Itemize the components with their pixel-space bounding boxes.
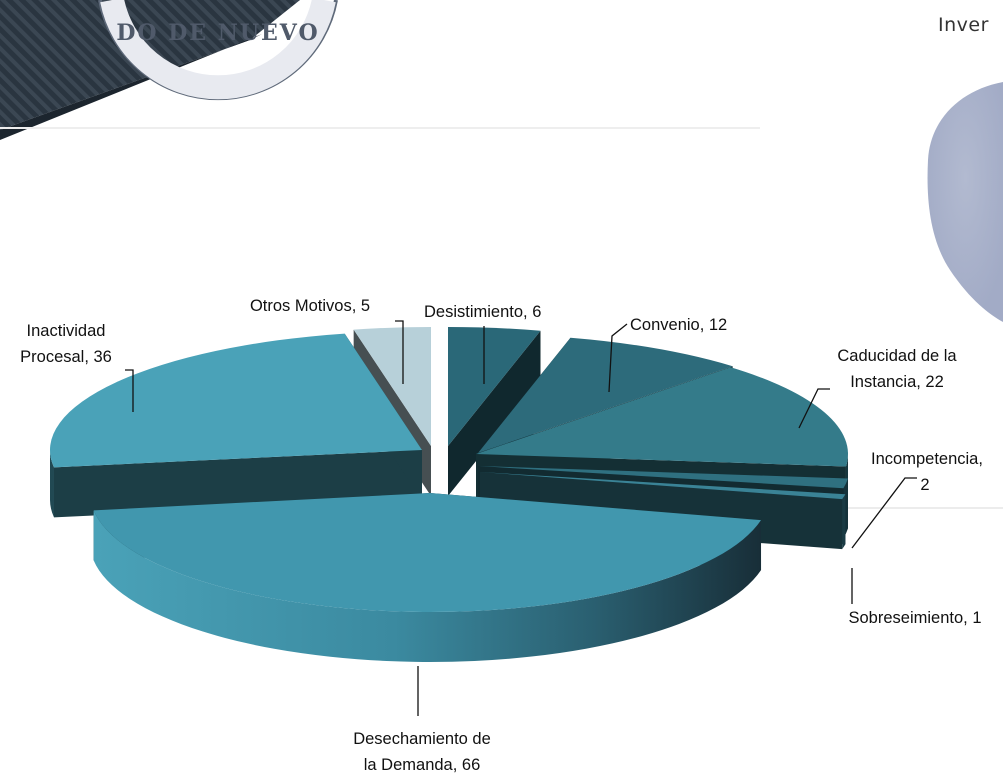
- data-label-caducidad: Caducidad de la Instancia, 22: [837, 347, 957, 391]
- slice-convenio: [478, 337, 733, 453]
- data-label-convenio: Convenio, 12: [630, 316, 727, 334]
- data-label-desechamiento-line: la Demanda, 66: [364, 756, 481, 774]
- data-label-sobreseimiento: Sobreseimiento, 1: [849, 609, 982, 627]
- data-label-incompetencia: Incompetencia, 2: [871, 450, 983, 494]
- data-label-desechamiento-line: Desechamiento de: [353, 730, 491, 748]
- slice-side-desistimiento: [448, 330, 541, 496]
- data-label-otros: Otros Motivos, 5: [250, 297, 370, 315]
- leader-convenio: [608, 323, 628, 393]
- slice-desistimiento: [448, 327, 541, 446]
- data-label-inactividad-line: Inactividad: [27, 322, 106, 340]
- seal-emblem: DO DE NUEVO: [98, 0, 338, 101]
- data-label-inactividad: Inactividad Procesal, 36: [20, 322, 112, 366]
- slice-inactividad: [50, 333, 423, 468]
- leader-caducidad: [798, 388, 830, 429]
- data-label-desechamiento: Desechamiento de la Demanda, 66: [353, 730, 491, 774]
- decorative-blob: [927, 82, 1003, 322]
- data-label-incompetencia-line: 2: [920, 476, 929, 494]
- data-label-desistimiento-line: Desistimiento, 6: [424, 303, 541, 321]
- data-label-caducidad-line: Caducidad de la: [837, 347, 957, 365]
- data-label-sobreseimiento-line: Sobreseimiento, 1: [849, 609, 982, 627]
- slice-sobreseimiento: [480, 472, 846, 500]
- data-label-incompetencia-line: Incompetencia,: [871, 450, 983, 468]
- slice-desechamiento: [93, 493, 762, 612]
- data-label-otros-line: Otros Motivos, 5: [250, 297, 370, 315]
- leader-otros: [395, 320, 404, 384]
- data-label-caducidad-line: Instancia, 22: [850, 373, 944, 391]
- data-label-convenio-line: Convenio, 12: [630, 316, 727, 334]
- seal-text: DO DE NUEVO: [116, 20, 319, 46]
- data-label-desistimiento: Desistimiento, 6: [424, 303, 541, 321]
- slice-otros: [353, 327, 431, 446]
- data-label-inactividad-line: Procesal, 36: [20, 348, 112, 366]
- header-partial-title: Inver: [938, 14, 989, 36]
- leader-incompetencia: [851, 477, 917, 549]
- slice-caducidad: [476, 367, 848, 467]
- slice-incompetencia: [478, 466, 848, 489]
- leader-inactividad: [125, 369, 134, 412]
